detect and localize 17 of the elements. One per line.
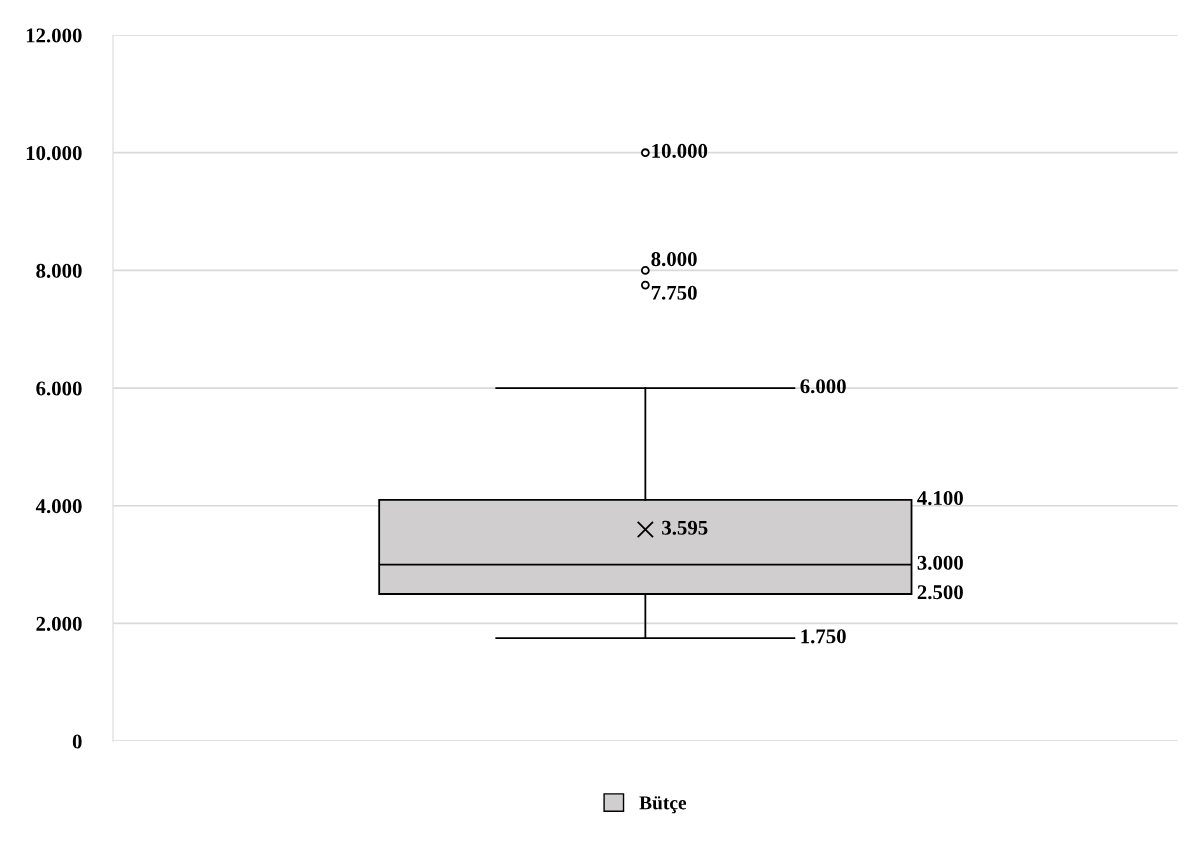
annotation: 10.000 bbox=[652, 143, 708, 159]
annotation: 3.595 bbox=[662, 520, 708, 535]
annotation: 1.750 bbox=[801, 629, 846, 644]
annotation: 4.100 bbox=[917, 491, 963, 506]
annotation: 7.750 bbox=[651, 285, 697, 300]
annotation: 6.000 bbox=[800, 379, 846, 394]
y-tick-label: 0 bbox=[72, 734, 82, 749]
annotation: 3.000 bbox=[917, 555, 963, 570]
y-tick-label: 6.000 bbox=[36, 381, 82, 396]
y-tick-label: 4.000 bbox=[35, 499, 82, 514]
legend-label: Bütçe bbox=[639, 796, 687, 814]
y-tick-label: 12.000 bbox=[26, 28, 82, 43]
annotation: 8.000 bbox=[651, 252, 697, 267]
y-tick-label: 8.000 bbox=[36, 263, 82, 278]
annotation: 2.500 bbox=[917, 585, 963, 600]
y-tick-label: 2.000 bbox=[36, 616, 82, 631]
y-tick-label: 10.000 bbox=[26, 146, 82, 161]
